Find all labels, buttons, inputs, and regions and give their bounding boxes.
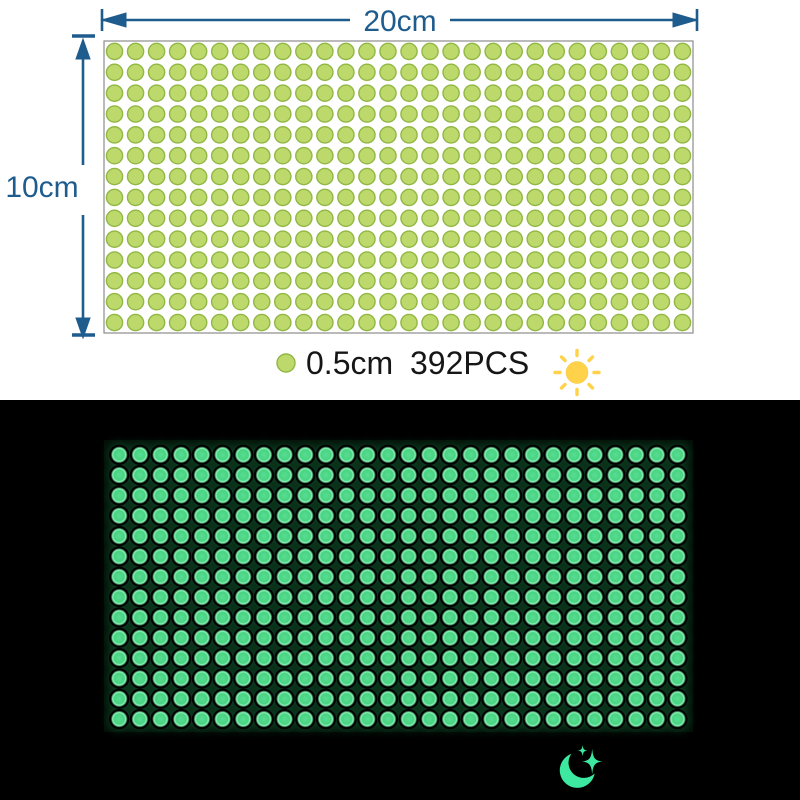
svg-text:392PCS: 392PCS — [410, 345, 529, 381]
svg-text:20cm: 20cm — [363, 5, 436, 38]
svg-text:0.5cm: 0.5cm — [306, 345, 393, 381]
svg-text:10cm: 10cm — [5, 171, 78, 204]
